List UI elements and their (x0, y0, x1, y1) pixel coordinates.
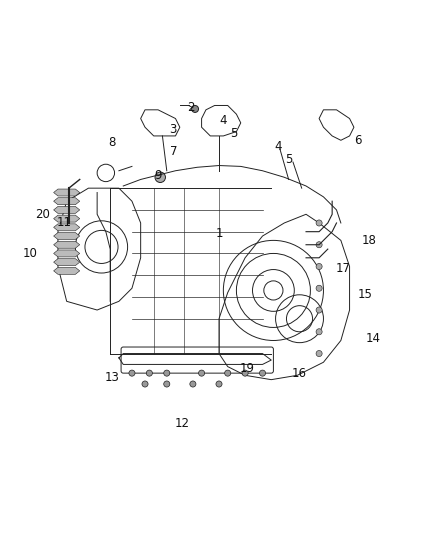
Circle shape (164, 381, 170, 387)
Text: 14: 14 (366, 332, 381, 345)
Circle shape (155, 172, 166, 182)
Circle shape (129, 370, 135, 376)
Text: 2: 2 (187, 101, 194, 114)
Text: 19: 19 (240, 362, 255, 375)
Circle shape (146, 370, 152, 376)
Polygon shape (53, 241, 80, 248)
Text: 12: 12 (174, 417, 190, 430)
Circle shape (191, 106, 198, 112)
Text: 5: 5 (230, 127, 238, 140)
Circle shape (190, 381, 196, 387)
Text: 5: 5 (285, 154, 292, 166)
Text: 10: 10 (22, 247, 37, 260)
Polygon shape (53, 268, 80, 274)
Circle shape (316, 307, 322, 313)
Circle shape (225, 370, 231, 376)
Text: 3: 3 (170, 123, 177, 136)
Text: 8: 8 (109, 136, 116, 149)
Text: 4: 4 (274, 140, 282, 154)
Polygon shape (53, 198, 80, 205)
Polygon shape (53, 250, 80, 257)
Text: 7: 7 (170, 144, 177, 158)
Circle shape (259, 370, 265, 376)
Circle shape (316, 329, 322, 335)
Text: 17: 17 (336, 262, 350, 275)
Circle shape (198, 370, 205, 376)
Circle shape (316, 263, 322, 270)
Circle shape (216, 381, 222, 387)
Circle shape (142, 381, 148, 387)
Text: 4: 4 (219, 114, 227, 127)
Text: 18: 18 (362, 234, 377, 247)
Text: 9: 9 (154, 168, 162, 182)
Text: 16: 16 (292, 367, 307, 379)
Polygon shape (53, 224, 80, 231)
Circle shape (242, 370, 248, 376)
Text: 11: 11 (57, 216, 72, 230)
Circle shape (316, 241, 322, 248)
Text: 20: 20 (35, 208, 50, 221)
Polygon shape (53, 232, 80, 239)
Text: 15: 15 (357, 288, 372, 301)
Circle shape (316, 285, 322, 292)
Circle shape (316, 351, 322, 357)
Circle shape (316, 220, 322, 226)
Text: 13: 13 (105, 371, 120, 384)
Circle shape (164, 370, 170, 376)
Polygon shape (53, 189, 80, 196)
Text: 1: 1 (215, 228, 223, 240)
Polygon shape (53, 206, 80, 213)
Text: 6: 6 (354, 134, 362, 147)
Polygon shape (53, 259, 80, 265)
Polygon shape (53, 215, 80, 222)
